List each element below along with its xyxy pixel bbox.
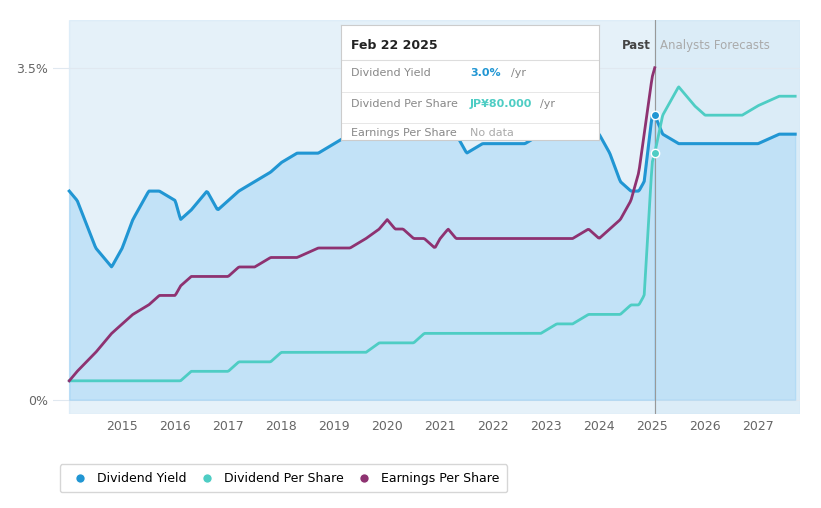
Text: Analysts Forecasts: Analysts Forecasts — [660, 39, 770, 52]
Text: Dividend Yield: Dividend Yield — [351, 68, 431, 78]
Bar — [655, 20, 800, 414]
Text: Dividend Per Share: Dividend Per Share — [351, 99, 458, 109]
Text: Past: Past — [621, 39, 650, 52]
Text: JP¥80.000: JP¥80.000 — [470, 99, 532, 109]
Text: Earnings Per Share: Earnings Per Share — [351, 128, 456, 138]
Bar — [69, 20, 655, 414]
Text: /yr: /yr — [540, 99, 555, 109]
Text: /yr: /yr — [511, 68, 526, 78]
Text: No data: No data — [470, 128, 514, 138]
Legend: Dividend Yield, Dividend Per Share, Earnings Per Share: Dividend Yield, Dividend Per Share, Earn… — [60, 464, 507, 492]
Text: 3.0%: 3.0% — [470, 68, 501, 78]
Text: Feb 22 2025: Feb 22 2025 — [351, 39, 438, 52]
